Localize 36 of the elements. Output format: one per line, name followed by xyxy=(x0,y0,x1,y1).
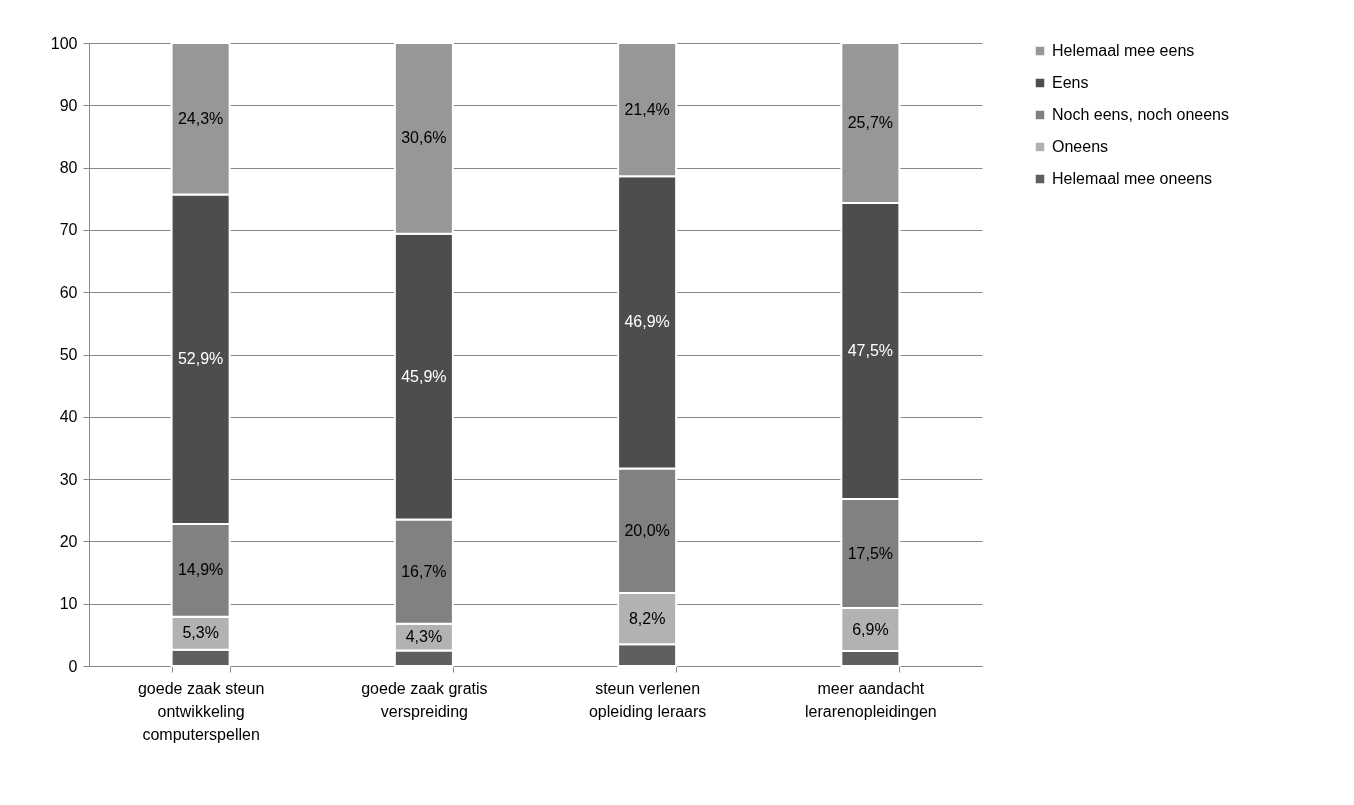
data-label: 25,7% xyxy=(847,114,894,132)
data-label: 24,3% xyxy=(177,109,224,127)
y-tick-label: 70 xyxy=(59,221,78,239)
x-tick-label: goede zaak gratis verspreiding xyxy=(361,679,488,720)
data-label: 47,5% xyxy=(847,342,894,360)
x-tick-label: goede zaak steun ontwikkeling computerspellen xyxy=(137,679,265,743)
data-label: 4,3% xyxy=(405,628,443,646)
legend-label: Helemaal mee eens xyxy=(1052,42,1195,59)
y-tick-label: 60 xyxy=(59,283,78,301)
y-tick-label: 100 xyxy=(50,34,78,52)
data-label: 8,2% xyxy=(628,609,666,627)
y-tick-label: 90 xyxy=(59,96,78,114)
y-tick-label: 50 xyxy=(59,346,78,363)
legend-label: Helemaal mee oneens xyxy=(1052,170,1213,187)
y-tick-label: 10 xyxy=(59,595,78,613)
data-label: 21,4% xyxy=(624,100,670,118)
data-label: 17,5% xyxy=(847,544,894,562)
data-label: 30,6% xyxy=(401,129,447,147)
y-tick-label: 20 xyxy=(59,532,78,550)
data-label: 5,3% xyxy=(182,624,219,642)
y-tick-label: 40 xyxy=(59,408,78,426)
y-tick-label: 30 xyxy=(59,470,78,488)
y-tick-label: 80 xyxy=(59,159,78,177)
data-label: 46,9% xyxy=(624,313,670,331)
legend-label: Oneens xyxy=(1052,138,1109,155)
legend-label: Noch eens, noch oneens xyxy=(1052,106,1230,123)
data-label: 52,9% xyxy=(177,350,224,368)
x-tick-label: meer aandacht lerarenopleidingen xyxy=(805,679,937,720)
data-label: 16,7% xyxy=(401,562,447,580)
x-tick-label: steun verlenen opleiding leraars xyxy=(588,679,707,720)
data-label: 14,9% xyxy=(177,561,224,579)
data-label: 45,9% xyxy=(401,367,447,385)
y-tick-label: 0 xyxy=(68,657,78,675)
legend-label: Eens xyxy=(1052,74,1089,91)
data-label: 20,0% xyxy=(624,521,670,539)
data-label: 6,9% xyxy=(852,620,889,638)
